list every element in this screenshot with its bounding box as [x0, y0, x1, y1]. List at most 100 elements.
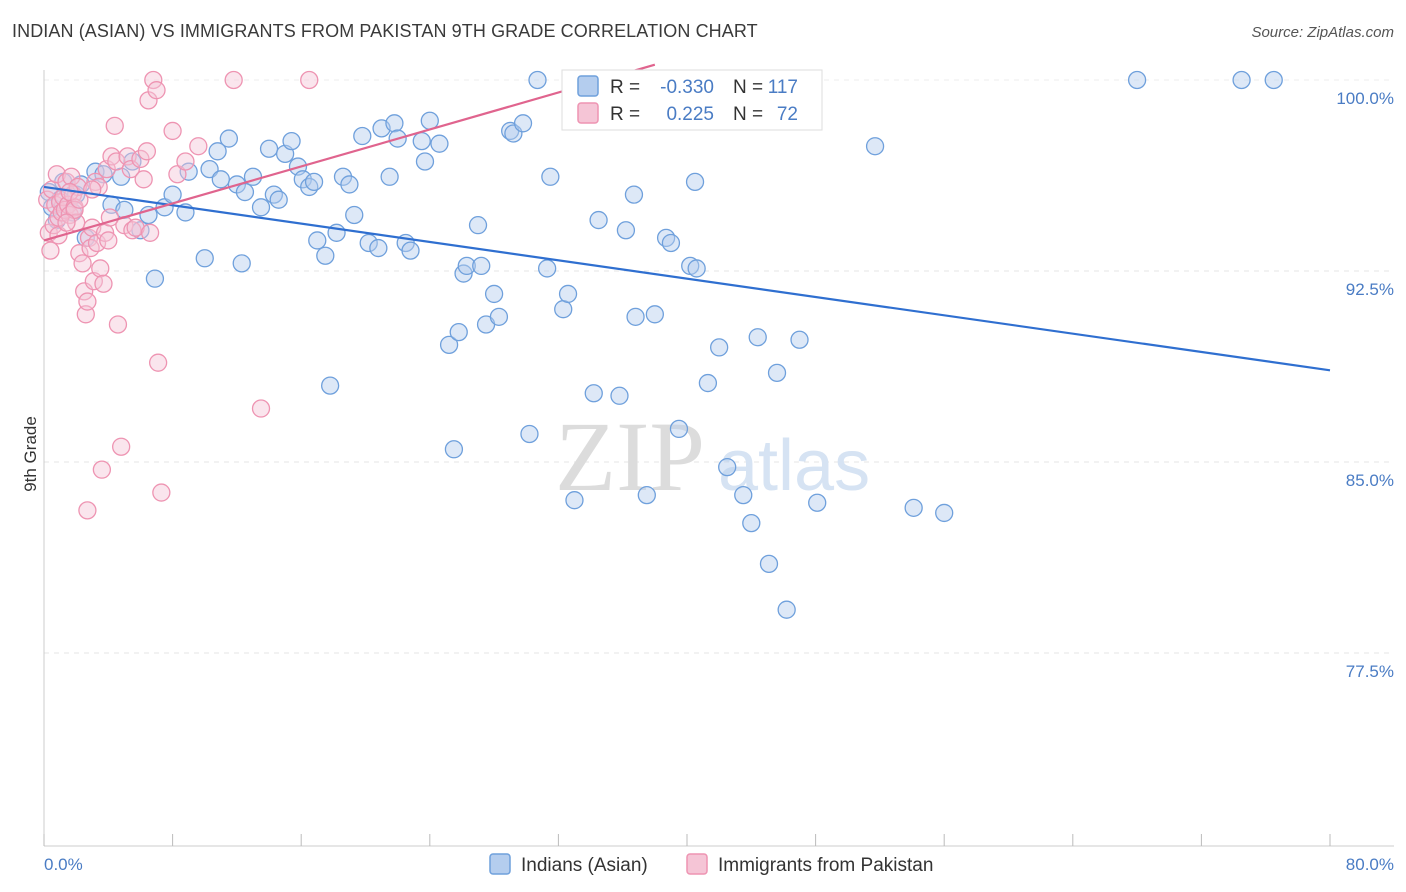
stats-r-label-1: R = — [610, 104, 640, 125]
point-s0-68 — [472, 256, 491, 276]
point-s1-40 — [107, 152, 126, 171]
point-s0-64 — [444, 440, 464, 459]
series-indians-asian-points — [39, 70, 1283, 619]
point-s0-33 — [259, 139, 279, 158]
point-s0-85 — [616, 221, 636, 240]
point-s0-22 — [179, 162, 198, 181]
point-s0-23 — [195, 249, 214, 268]
point-s1-47 — [126, 218, 145, 237]
stats-legend-box — [561, 69, 823, 131]
point-s0-25 — [208, 142, 227, 161]
trend-lines — [43, 63, 1331, 372]
point-s0-66 — [457, 256, 476, 276]
point-s0-109 — [935, 503, 954, 523]
point-s0-24 — [200, 159, 219, 179]
point-s1-21 — [73, 254, 92, 273]
point-s0-42 — [308, 231, 327, 250]
y-tick-labels: 100.0% 92.5% 85.0% 77.5% — [1336, 89, 1394, 681]
stats-swatch-indians — [577, 75, 599, 97]
point-s1-59 — [176, 152, 195, 171]
point-s0-97 — [710, 338, 729, 357]
stats-n-value-0: 117 — [768, 77, 798, 98]
stats-r-value-0: -0.330 — [660, 77, 714, 98]
point-s0-49 — [353, 126, 372, 146]
point-s0-95 — [687, 259, 706, 278]
point-s0-94 — [685, 172, 705, 192]
point-s0-92 — [669, 419, 689, 439]
point-s1-42 — [112, 437, 131, 456]
point-s0-53 — [380, 167, 399, 186]
point-s0-98 — [718, 457, 737, 477]
trend-line-1 — [43, 63, 656, 242]
point-s0-20 — [163, 185, 182, 204]
point-s0-88 — [637, 485, 656, 505]
point-s0-103 — [767, 363, 787, 383]
point-s1-53 — [144, 70, 163, 90]
point-s0-86 — [624, 185, 644, 204]
point-s0-47 — [340, 175, 359, 194]
point-s0-26 — [211, 170, 230, 189]
point-s0-37 — [282, 131, 301, 151]
point-s1-54 — [147, 81, 166, 100]
series-immigrants-pakistan-points — [38, 70, 319, 520]
point-s1-60 — [189, 137, 208, 156]
point-s0-82 — [584, 384, 603, 403]
point-s1-46 — [123, 221, 142, 240]
point-s0-30 — [232, 254, 251, 273]
point-s0-50 — [359, 233, 378, 253]
point-s1-64 — [78, 501, 97, 520]
point-s0-67 — [468, 216, 488, 235]
point-s0-35 — [269, 190, 288, 209]
point-s0-107 — [865, 137, 885, 156]
point-s0-43 — [316, 246, 335, 265]
point-s0-83 — [589, 210, 608, 230]
point-s0-96 — [698, 373, 718, 393]
point-s0-63 — [449, 322, 468, 342]
stats-n-value-1: 72 — [777, 104, 798, 125]
point-s1-69 — [57, 213, 76, 232]
stats-legend: R = -0.330 N = 117 R = 0.225 N = 72 — [561, 69, 823, 131]
point-s0-111 — [1232, 70, 1251, 90]
point-s0-74 — [513, 114, 533, 133]
x-tick-label-min: 0.0% — [44, 855, 83, 874]
legend-label-indians: Indians (Asian) — [521, 855, 648, 876]
legend-swatch-pakistan — [686, 853, 708, 875]
x-ticks — [43, 834, 1331, 846]
point-s0-76 — [528, 70, 547, 90]
point-s1-39 — [105, 116, 124, 135]
stats-r-label-0: R = — [610, 77, 640, 98]
stats-r-value-1: 0.225 — [666, 104, 714, 125]
point-s1-2 — [41, 241, 60, 260]
point-s1-50 — [137, 142, 157, 161]
point-s1-34 — [94, 274, 113, 293]
point-s0-105 — [790, 330, 809, 349]
point-s0-29 — [235, 182, 255, 202]
point-s1-55 — [148, 353, 168, 372]
point-s0-80 — [558, 284, 578, 304]
point-s0-27 — [219, 129, 239, 148]
watermark-atlas: atlas — [718, 426, 870, 506]
point-s1-32 — [91, 259, 110, 278]
point-s0-87 — [626, 307, 645, 326]
trend-line-0 — [43, 185, 1331, 372]
point-s0-79 — [554, 300, 573, 319]
point-s0-78 — [541, 167, 560, 186]
point-s0-75 — [520, 424, 539, 444]
point-s0-99 — [734, 485, 753, 505]
point-s0-54 — [385, 114, 404, 133]
point-s0-106 — [808, 493, 827, 512]
point-s1-61 — [224, 70, 243, 90]
point-s1-52 — [140, 223, 160, 242]
point-s1-6 — [47, 165, 67, 184]
stats-n-label-0: N = — [733, 77, 763, 98]
chart-source: Source: ZipAtlas.com — [1251, 24, 1394, 41]
point-s1-15 — [62, 167, 81, 186]
y-tick-label-0: 100.0% — [1336, 89, 1394, 108]
point-s0-84 — [610, 386, 629, 405]
point-s0-58 — [412, 131, 431, 151]
point-s1-41 — [108, 315, 128, 334]
point-s0-102 — [759, 554, 779, 574]
point-s0-48 — [345, 205, 364, 225]
point-s0-77 — [537, 259, 557, 278]
